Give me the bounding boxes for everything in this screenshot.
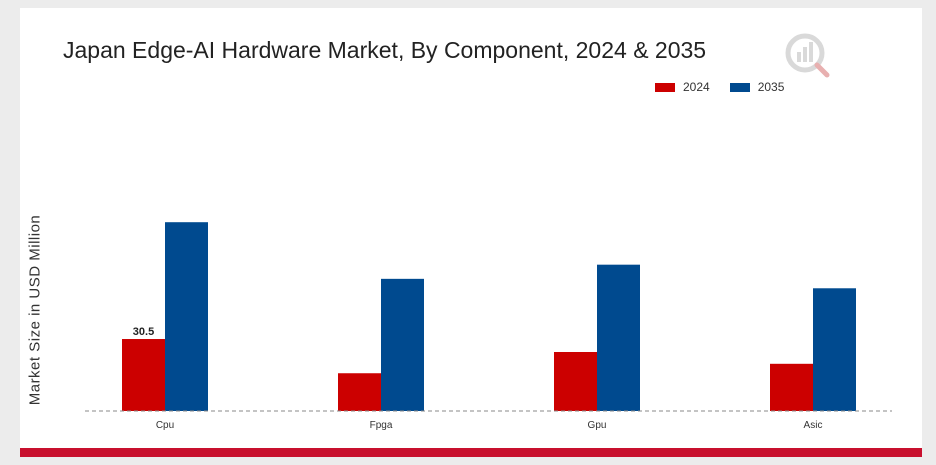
legend-item-2024: 2024 [655,80,710,94]
legend-swatch-2024 [655,82,675,92]
bar-gpu-2024 [554,352,597,411]
legend-label-2024: 2024 [683,80,710,94]
logo-watermark-icon [785,33,830,78]
x-tick-label-gpu: Gpu [588,420,607,431]
data-label-cpu-2024: 30.5 [133,326,154,338]
legend: 2024 2035 [655,79,804,95]
bar-asic-2024 [770,363,813,411]
footer-accent-bar [20,448,922,457]
x-tick-label-cpu: Cpu [156,420,174,431]
bar-fpga-2024 [338,373,381,411]
bar-cpu-2024 [122,339,165,411]
bar-gpu-2035 [597,264,640,411]
x-tick-label-asic: Asic [804,420,823,431]
x-tick-label-fpga: Fpga [370,420,393,431]
bar-asic-2035 [813,288,856,411]
legend-item-2035: 2035 [729,80,785,94]
bar-cpu-2035 [165,222,208,411]
legend-label-2035: 2035 [757,80,785,94]
chart-title: Japan Edge-AI Hardware Market, By Compon… [63,37,707,63]
bar-fpga-2035 [381,278,424,411]
legend-swatch-2035 [729,82,750,92]
